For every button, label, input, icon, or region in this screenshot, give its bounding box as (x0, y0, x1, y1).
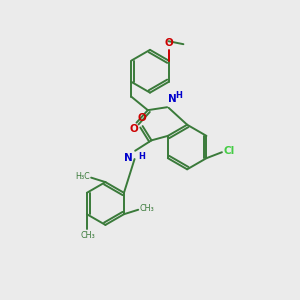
Text: H: H (176, 91, 182, 100)
Text: CH₃: CH₃ (140, 204, 154, 213)
Text: O: O (137, 113, 146, 123)
Text: N: N (168, 94, 177, 103)
Text: Cl: Cl (224, 146, 235, 156)
Text: H₃C: H₃C (75, 172, 90, 181)
Text: N: N (124, 153, 133, 163)
Text: O: O (130, 124, 139, 134)
Text: H: H (139, 152, 145, 161)
Text: CH₃: CH₃ (80, 231, 95, 240)
Text: O: O (164, 38, 173, 48)
